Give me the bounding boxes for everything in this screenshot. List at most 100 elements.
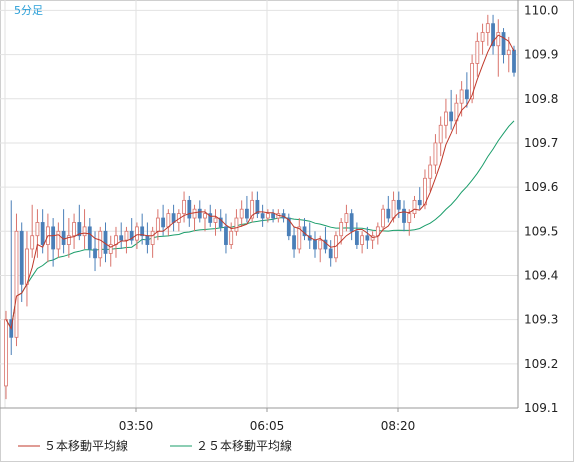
candle-body (250, 199, 255, 219)
y-tick-label: 109.9 (524, 48, 558, 62)
candle (271, 209, 275, 223)
candle (203, 209, 207, 232)
candle-body (208, 213, 213, 223)
candle-body (292, 235, 296, 250)
candle-body (381, 208, 385, 228)
x-tick-label: 03:50 (119, 419, 154, 433)
candle-body (182, 199, 186, 215)
candle-body (475, 40, 480, 64)
candle (192, 204, 197, 232)
candle (108, 235, 113, 267)
candle-body (35, 222, 40, 237)
candle-body (119, 235, 124, 241)
candle-body (480, 32, 485, 42)
candle (182, 191, 186, 223)
candle-body (239, 208, 244, 219)
candle (239, 200, 244, 227)
candle-body (40, 222, 45, 245)
y-tick-label: 110.0 (524, 3, 558, 17)
candle (30, 204, 35, 258)
candle-body (218, 217, 223, 228)
candle-body (192, 208, 197, 219)
candle (485, 14, 490, 46)
ma25-line (5, 120, 515, 330)
candle-body (82, 226, 87, 237)
candle (318, 235, 323, 263)
candle (250, 191, 255, 223)
candle-body (344, 213, 349, 223)
candle-body (313, 239, 317, 250)
candle-body (365, 235, 370, 241)
candle-body (166, 213, 171, 228)
candle-body (77, 222, 82, 237)
candle (140, 213, 145, 245)
candle-body (354, 230, 359, 245)
candle-body (318, 239, 323, 250)
candle-body (66, 235, 71, 245)
candle-body (103, 230, 108, 254)
candle-body (93, 248, 97, 259)
candle (19, 222, 24, 302)
candle-body (150, 230, 155, 245)
candle-body (491, 23, 495, 47)
candle (119, 222, 124, 249)
candle-body (4, 319, 8, 387)
candle-body (375, 226, 380, 237)
candle (501, 28, 506, 64)
timeframe-label: 5分足 (14, 4, 43, 17)
ma5-series (5, 34, 515, 330)
candle-body (213, 217, 218, 223)
candle (150, 226, 155, 258)
candle (328, 240, 333, 267)
candle (245, 195, 249, 223)
candle (475, 32, 480, 77)
candle (480, 23, 485, 55)
candle (375, 222, 380, 245)
candle (286, 213, 291, 241)
candle (344, 204, 349, 232)
candle-body (271, 213, 275, 219)
candle (407, 209, 412, 236)
y-tick-label: 109.4 (524, 268, 558, 282)
candle (449, 89, 454, 130)
candle (229, 222, 234, 249)
ma25-series (5, 120, 515, 330)
candle (72, 213, 76, 249)
candle-body (360, 235, 365, 245)
y-tick-label: 109.3 (524, 313, 558, 327)
candle (98, 226, 103, 267)
candle (213, 209, 218, 236)
candle (339, 218, 344, 245)
candle (464, 72, 469, 108)
candle-body (197, 208, 202, 219)
legend-label: ２５本移動平均線 (196, 438, 292, 453)
candle-body (459, 89, 464, 104)
candle-body (124, 230, 129, 241)
candle-body (203, 213, 207, 219)
y-tick-label: 109.5 (524, 224, 558, 238)
candle-body (349, 213, 354, 232)
candle (365, 226, 370, 249)
candle (224, 213, 228, 254)
candle (491, 14, 495, 55)
candle-body (402, 208, 406, 223)
candle (412, 195, 417, 219)
candle (297, 218, 302, 254)
candle-body (171, 213, 176, 223)
candle-body (412, 199, 417, 215)
candle (51, 218, 56, 267)
candle-body (506, 49, 511, 55)
candle-body (229, 230, 234, 245)
y-tick-label: 109.2 (524, 357, 558, 371)
candle-body (449, 111, 454, 122)
candle (234, 209, 239, 236)
candle-body (30, 235, 35, 250)
candle (386, 195, 391, 223)
candle-body (245, 208, 249, 219)
candle-body (87, 226, 92, 250)
candle-body (433, 142, 438, 166)
candle (402, 200, 406, 232)
candle-body (396, 199, 401, 210)
